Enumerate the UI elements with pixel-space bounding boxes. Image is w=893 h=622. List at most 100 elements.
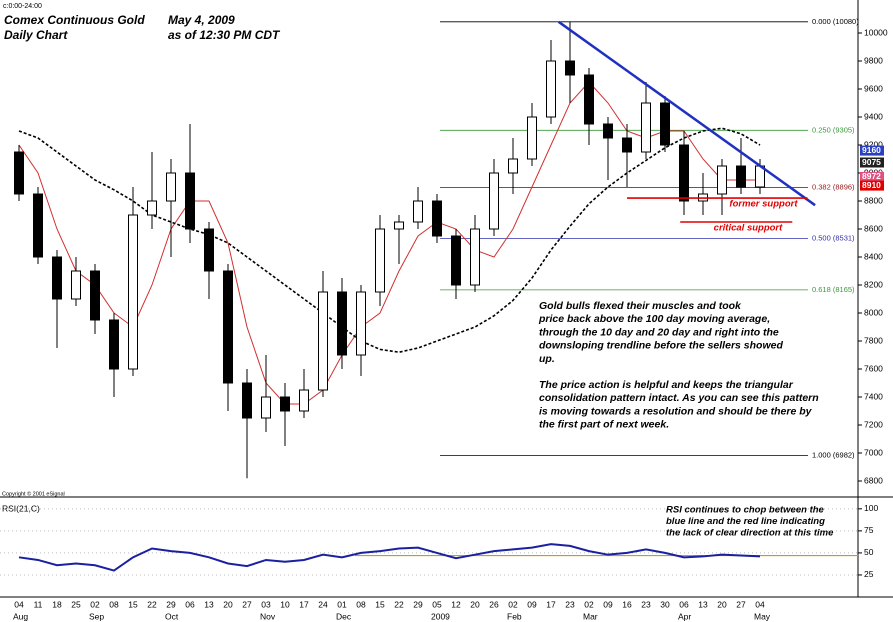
candle-body — [90, 270, 100, 321]
y-tick-label: 7000 — [864, 447, 883, 457]
candle-body — [603, 123, 613, 139]
candle-body — [641, 102, 651, 153]
price-tag-label: 8972 — [862, 171, 881, 181]
candle-body — [413, 200, 423, 223]
candle-body — [223, 270, 233, 384]
x-tick-label: 13 — [698, 599, 708, 609]
month-label: May — [754, 611, 771, 621]
x-tick-label: 03 — [261, 599, 271, 609]
y-tick-label: 8800 — [864, 195, 883, 205]
candle-body — [546, 60, 556, 118]
x-tick-label: 29 — [166, 599, 176, 609]
candle-body — [660, 102, 670, 146]
x-tick-label: 09 — [603, 599, 613, 609]
candle-body — [33, 193, 43, 258]
trendline — [557, 20, 816, 207]
candle-body — [299, 389, 309, 412]
annotation: The price action is helpful and keeps th… — [539, 379, 794, 391]
x-tick-label: 30 — [660, 599, 670, 609]
candle-body — [489, 172, 499, 230]
candle-body — [508, 158, 518, 174]
y-tick-label: 8000 — [864, 307, 883, 317]
y-tick-label: 9200 — [864, 139, 883, 149]
fib-label: 0.382 (8896) — [812, 183, 855, 192]
x-tick-label: 22 — [394, 599, 404, 609]
price-tag-label: 9075 — [862, 157, 881, 167]
x-tick-label: 05 — [432, 599, 442, 609]
x-tick-label: 23 — [565, 599, 575, 609]
x-tick-label: 04 — [755, 599, 765, 609]
candle-body — [318, 291, 328, 391]
y-tick-label: 7600 — [864, 363, 883, 373]
annotation: up. — [539, 353, 555, 365]
candle-body — [337, 291, 347, 356]
x-tick-label: 13 — [204, 599, 214, 609]
y-tick-label: 7200 — [864, 419, 883, 429]
x-tick-label: 08 — [109, 599, 119, 609]
support-label: former support — [729, 199, 798, 210]
candle-body — [204, 228, 214, 272]
month-label: Mar — [583, 611, 598, 621]
support-label: critical support — [714, 223, 783, 234]
rsi-tick-label: 50 — [864, 547, 874, 557]
x-tick-label: 20 — [717, 599, 727, 609]
candle-body — [109, 319, 119, 370]
fib-label: 1.000 (6982) — [812, 451, 855, 460]
x-tick-label: 16 — [622, 599, 632, 609]
x-tick-label: 04 — [14, 599, 24, 609]
x-tick-label: 02 — [584, 599, 594, 609]
chart-date: May 4, 2009 — [168, 13, 235, 27]
annotation: consolidation pattern intact. As you can… — [539, 392, 819, 404]
x-tick-label: 17 — [299, 599, 309, 609]
x-tick-label: 11 — [34, 599, 43, 609]
x-tick-label: 01 — [337, 599, 347, 609]
price-tag — [860, 180, 884, 191]
rsi-label: RSI(21,C) — [2, 503, 40, 513]
candle-body — [14, 151, 24, 195]
rsi-line — [18, 543, 761, 572]
price-tag — [860, 157, 884, 168]
rsi-tick-label: 100 — [864, 503, 878, 513]
candle-body — [584, 74, 594, 125]
month-label: Dec — [336, 611, 352, 621]
x-tick-label: 02 — [508, 599, 518, 609]
annotation: through the 10 day and 20 day and right … — [539, 326, 779, 338]
x-tick-label: 27 — [242, 599, 252, 609]
as-of: as of 12:30 PM CDT — [168, 28, 281, 42]
month-label: Aug — [13, 611, 28, 621]
candle-body — [527, 116, 537, 160]
candle-body — [451, 235, 461, 286]
month-label: Oct — [165, 611, 179, 621]
month-label: Sep — [89, 611, 104, 621]
rsi-annotation: blue line and the red line indicating — [666, 516, 825, 527]
y-tick-label: 7400 — [864, 391, 883, 401]
fib-label: 0.618 (8165) — [812, 285, 855, 294]
candle-body — [356, 291, 366, 356]
price-tag-label: 8910 — [862, 180, 881, 190]
x-tick-label: 12 — [451, 599, 461, 609]
x-tick-label: 02 — [90, 599, 100, 609]
x-tick-label: 09 — [527, 599, 537, 609]
x-tick-label: 23 — [641, 599, 651, 609]
candle-body — [166, 172, 176, 202]
moving-average — [18, 127, 761, 354]
candle-body — [736, 165, 746, 188]
annotation: Gold bulls flexed their muscles and took — [539, 300, 742, 312]
x-tick-label: 27 — [736, 599, 746, 609]
y-tick-label: 9400 — [864, 111, 883, 121]
x-tick-label: 26 — [489, 599, 499, 609]
month-label: 2009 — [431, 611, 450, 621]
candle-body — [565, 60, 575, 76]
x-tick-label: 08 — [356, 599, 366, 609]
price-tag-label: 9160 — [862, 145, 881, 155]
candle-body — [242, 382, 252, 419]
month-label: Apr — [678, 611, 691, 621]
fib-label: 0.500 (8531) — [812, 234, 855, 243]
chart-title: Comex Continuous Gold — [4, 13, 145, 27]
y-tick-label: 6800 — [864, 475, 883, 485]
rsi-annotation: the lack of clear direction at this time — [666, 528, 834, 539]
candle-body — [71, 270, 81, 300]
x-tick-label: 29 — [413, 599, 423, 609]
annotation: price back above the 100 day moving aver… — [538, 313, 770, 325]
moving-average — [18, 81, 760, 405]
